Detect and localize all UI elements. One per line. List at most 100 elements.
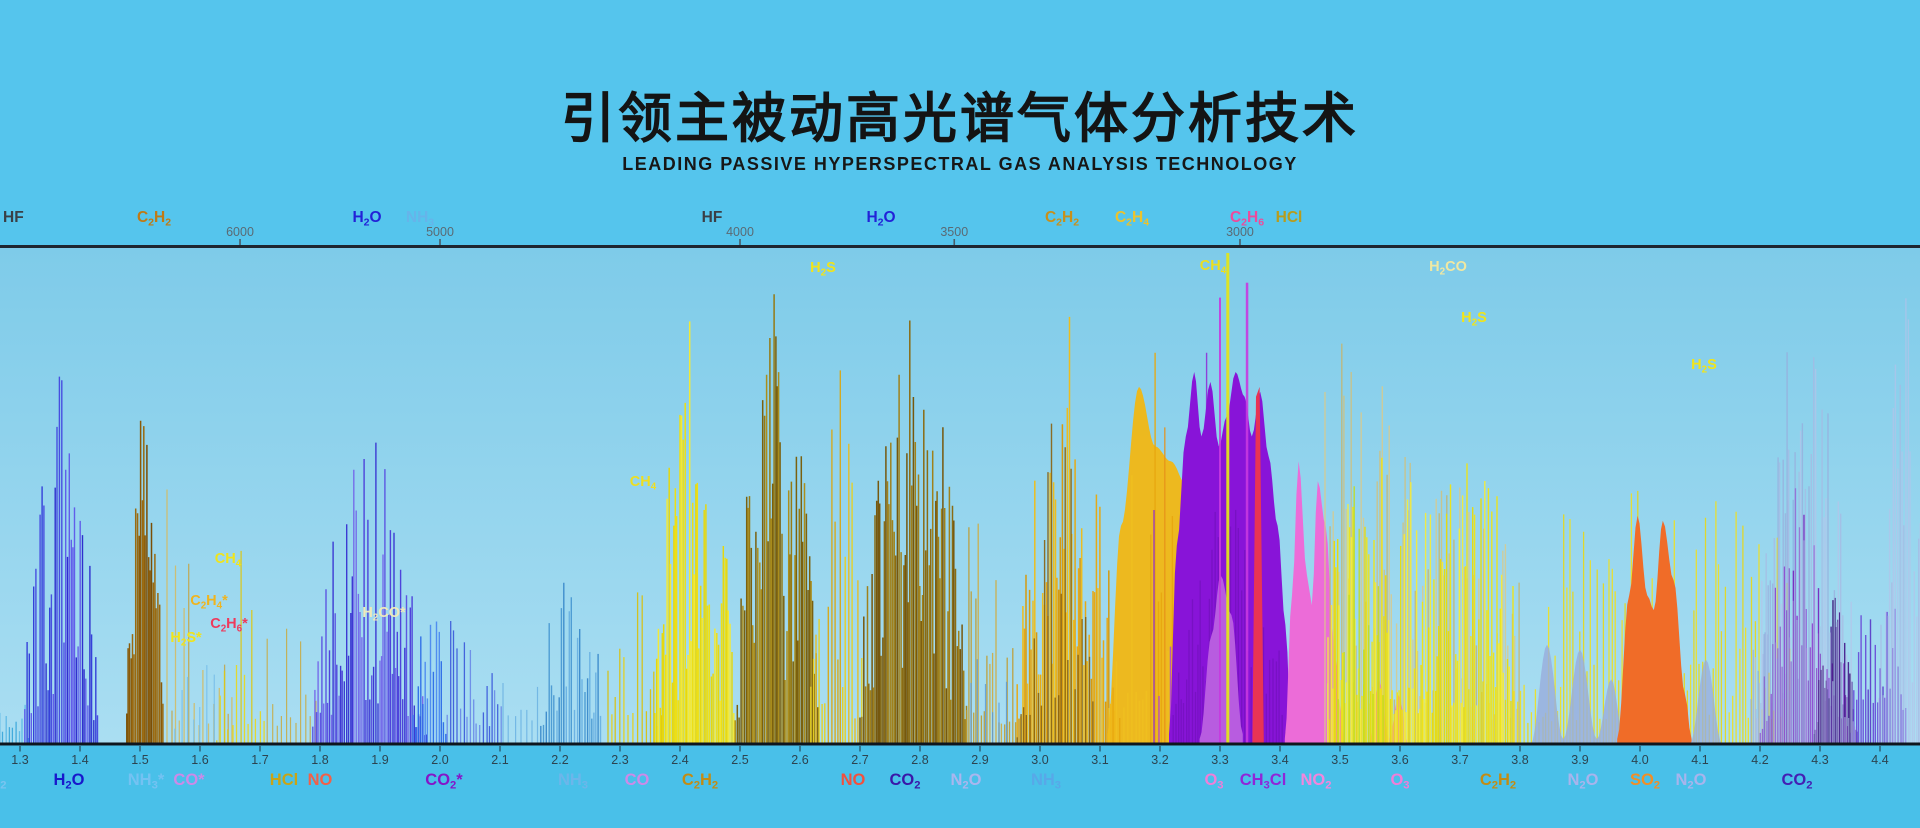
wavelength-tick-label: 1.4 (71, 753, 88, 767)
wavelength-tick-label: 2.8 (911, 753, 928, 767)
gas-label-NH3: NH3 (558, 771, 588, 792)
band-blob-SO2 (1617, 515, 1692, 744)
wavelength-tick-label: 3.0 (1031, 753, 1048, 767)
wavelength-tick-label: 2.0 (431, 753, 448, 767)
band-comb (1878, 298, 1920, 744)
wavelength-tick-label: 3.6 (1391, 753, 1408, 767)
spectral-bands (0, 253, 1920, 744)
gas-label-CO: CO (625, 771, 650, 789)
band-comb (970, 659, 1008, 744)
wavelength-tick-label: 2.6 (791, 753, 808, 767)
top-gas-labels: HF C2H2 H2O NH3 HF H2O C2H2 C2H4 C2H6 HCl (3, 209, 1302, 229)
gas-label-HF: HF (702, 209, 723, 226)
gas-label-SO2: SO2 (1630, 771, 1660, 792)
top-axis-line (0, 245, 1920, 248)
gas-label-C2H2: C2H2 (137, 209, 171, 229)
wavenumber-tick-label: 3500 (940, 225, 968, 239)
wavelength-tick-label: 2.1 (491, 753, 508, 767)
wavelength-tick-label: 1.5 (131, 753, 148, 767)
wavelength-axis: 1.3 1.4 1.5 1.6 1.7 1.8 1.9 2.0 2.1 2.2 2.3 2.4 2.5 2… (11, 746, 1889, 767)
band-blob-shape (1199, 575, 1243, 744)
gas-label-H2S: H2S (1461, 310, 1487, 329)
gas-label-NO2: NO2 (1301, 771, 1332, 792)
gas-label-HCl: HCl (1276, 209, 1303, 226)
gas-label-N2O: N2O (950, 771, 981, 792)
band-CO2 (446, 621, 502, 744)
gas-label-CH3Cl: CH3Cl (1240, 771, 1287, 792)
gas-label-C2H2: C2H2 (1045, 209, 1079, 229)
band-comb (1337, 486, 1384, 744)
wavelength-tick-label: 2.3 (611, 753, 628, 767)
band-H2O (312, 442, 428, 744)
band-stripe (1219, 297, 1221, 744)
wavelength-tick-label: 2.2 (551, 753, 568, 767)
page-subtitle: LEADING PASSIVE HYPERSPECTRAL GAS ANALYS… (622, 154, 1298, 174)
wavelength-tick-label: 1.9 (371, 753, 388, 767)
band-C2H2 (126, 420, 164, 744)
gas-label-C2H6*: C2H6* (210, 616, 248, 635)
wavelength-tick-label: 4.1 (1691, 753, 1708, 767)
wavenumber-tick-label: 3000 (1226, 225, 1254, 239)
gas-label-C2H6: C2H6 (1230, 209, 1264, 229)
band-stripe (1226, 253, 1230, 744)
wavelength-tick-label: 1.8 (311, 753, 328, 767)
wavelength-tick-label: 1.3 (11, 753, 28, 767)
gas-label-O3: O3 (1204, 771, 1223, 792)
gas-label-NH3*: NH3* (128, 771, 165, 792)
wavelength-tick-label: 3.8 (1511, 753, 1528, 767)
gas-label-CO2*: CO2* (425, 771, 463, 792)
bottom-gas-labels: O2 H2O NH3* CO* HCl NO CO2* NH3 CO C2H2 NO CO2 N2O NH… (0, 771, 1813, 792)
gas-label-H2O: H2O (53, 771, 84, 792)
wavenumber-tick-label: 4000 (726, 225, 754, 239)
band-CO (607, 592, 663, 744)
gas-label-H2S: H2S (1691, 357, 1717, 376)
wavelength-tick-label: 4.2 (1751, 753, 1768, 767)
wavenumber-tick-label: 5000 (426, 225, 454, 239)
band-comb (654, 321, 735, 744)
band-blob-NO2 (1284, 461, 1344, 744)
wavenumber-tick-label: 6000 (226, 225, 254, 239)
wavelength-tick-label: 3.3 (1211, 753, 1228, 767)
gas-label-O2: O2 (0, 771, 7, 792)
band-comb (412, 621, 447, 744)
wavelength-tick-label: 4.4 (1871, 753, 1888, 767)
band-blob-shape (1689, 659, 1723, 744)
gas-label-H2CO*: H2CO* (362, 605, 406, 624)
wavelength-tick-label: 3.5 (1331, 753, 1348, 767)
band-comb (502, 683, 539, 744)
wavelength-tick-label: 2.4 (671, 753, 688, 767)
gas-label-H2O: H2O (352, 209, 381, 229)
gas-label-CH4: CH4 (215, 551, 242, 570)
gas-label-N2O: N2O (1675, 771, 1706, 792)
wavelength-tick-label: 2.5 (731, 753, 748, 767)
gas-label-HF: HF (3, 209, 24, 226)
gas-label-H2S: H2S (810, 260, 836, 279)
band-CO2 (1750, 352, 1856, 744)
gas-label-H2O: H2O (866, 209, 895, 229)
gas-label-CO2: CO2 (890, 771, 921, 792)
gas-label-NH3: NH3 (1031, 771, 1061, 792)
gas-label-O3: O3 (1390, 771, 1409, 792)
wavelength-tick-label: 4.3 (1811, 753, 1828, 767)
plot-gas-labels: H2S CH4 H2CO H2S H2S CH4 CH4 C2H4* C2H6* H2S* H2CO… (170, 258, 1717, 649)
band-comb (1016, 423, 1094, 744)
band-comb (266, 628, 317, 744)
wavelength-tick-label: 1.6 (191, 753, 208, 767)
gas-label-CH4: CH4 (630, 474, 657, 493)
wavelength-tick-label: 3.9 (1571, 753, 1588, 767)
gas-label-NO: NO (308, 771, 333, 789)
header-background (0, 0, 1920, 248)
footer-background (0, 746, 1920, 828)
gas-label-HCl: HCl (270, 771, 298, 789)
gas-label-C2H2: C2H2 (682, 771, 718, 792)
gas-label-NH3: NH3 (406, 209, 434, 229)
band-comb (1327, 457, 1514, 744)
band-blob-shape (1252, 386, 1264, 744)
wavelength-tick-label: 2.9 (971, 753, 988, 767)
wavelength-tick-label: 2.7 (851, 753, 868, 767)
gas-label-NO: NO (841, 771, 866, 789)
wavelength-tick-label: 3.1 (1091, 753, 1108, 767)
gas-label-H2CO: H2CO (1429, 259, 1467, 278)
gas-label-C2H4: C2H4 (1115, 209, 1149, 229)
